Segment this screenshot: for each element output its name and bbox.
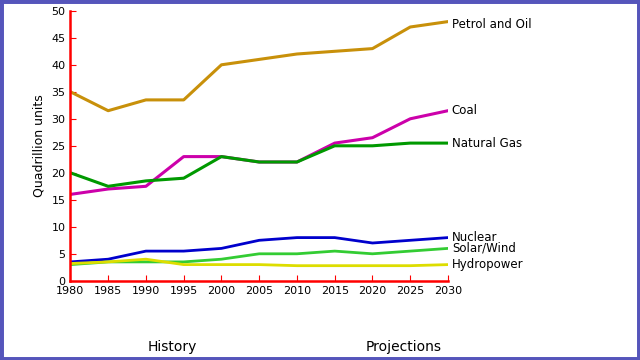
Text: History: History	[148, 340, 198, 354]
Text: Petrol and Oil: Petrol and Oil	[452, 18, 531, 31]
Text: Coal: Coal	[452, 104, 478, 117]
Y-axis label: Quadrillion units: Quadrillion units	[33, 94, 46, 197]
Text: Nuclear: Nuclear	[452, 231, 497, 244]
Text: Solar/Wind: Solar/Wind	[452, 242, 516, 255]
Text: Natural Gas: Natural Gas	[452, 136, 522, 150]
Text: Hydropower: Hydropower	[452, 258, 524, 271]
Text: Projections: Projections	[365, 340, 441, 354]
